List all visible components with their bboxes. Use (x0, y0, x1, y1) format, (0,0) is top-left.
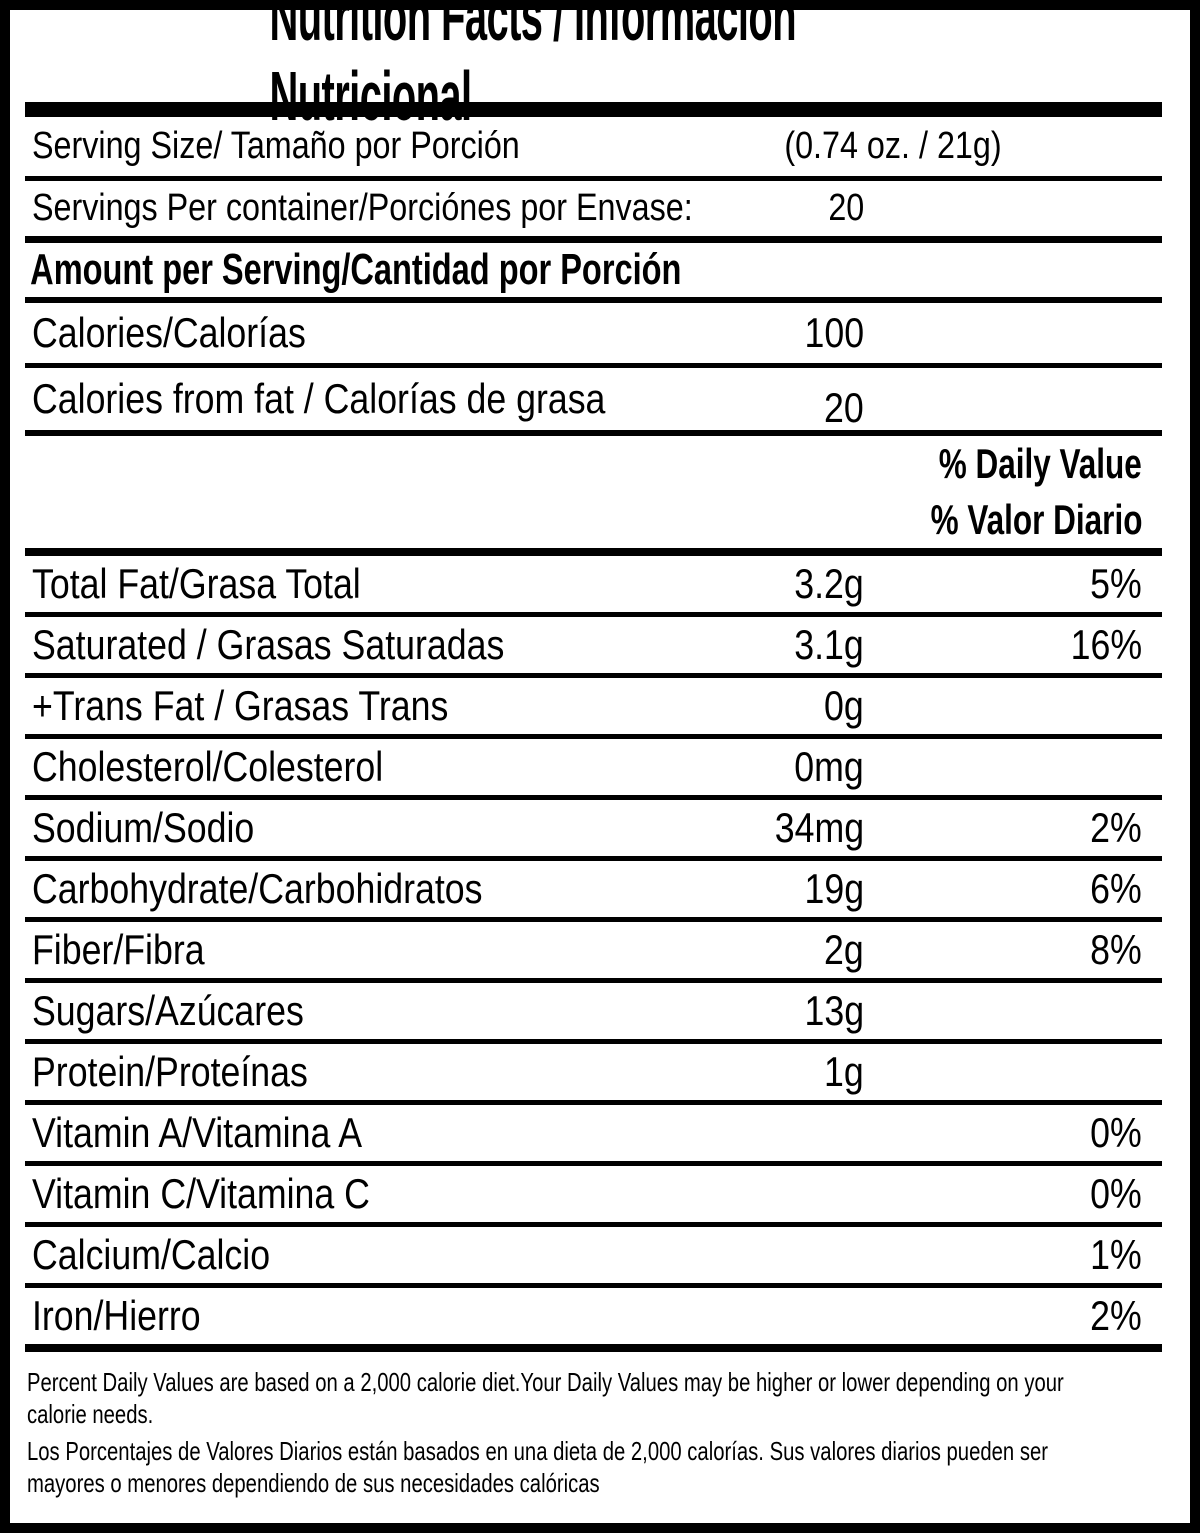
row-iron: Iron/Hierro 2% (25, 1288, 1162, 1344)
row-trans-fat: +Trans Fat / Grasas Trans 0g (25, 678, 1162, 734)
vitamin-c-dv: 0% (1090, 1170, 1142, 1217)
carbohydrate-amount: 19g (804, 865, 864, 912)
serving-size-label: Serving Size/ Tamaño por Porción (32, 125, 520, 167)
divider (25, 1283, 1162, 1288)
daily-value-header-en: % Daily Value (938, 440, 1142, 487)
row-fiber: Fiber/Fibra 2g 8% (25, 922, 1162, 978)
row-serving-size: Serving Size/ Tamaño por Porción (0.74 o… (25, 117, 1162, 176)
servings-per-container-value: 20 (828, 187, 864, 229)
divider (25, 1039, 1162, 1044)
total-fat-amount: 3.2g (794, 560, 864, 607)
footnote-es-line-2: mayores o menores dependiendo de sus nec… (27, 1468, 600, 1498)
header-bar-divider (25, 102, 1162, 117)
row-sodium: Sodium/Sodio 34mg 2% (25, 800, 1162, 856)
row-sugars: Sugars/Azúcares 13g (25, 983, 1162, 1039)
divider (25, 1161, 1162, 1166)
sodium-amount: 34mg (774, 804, 864, 851)
fiber-dv: 8% (1090, 926, 1142, 973)
daily-value-header-es: % Valor Diario (930, 496, 1142, 543)
row-protein: Protein/Proteínas 1g (25, 1044, 1162, 1100)
vitamin-a-dv: 0% (1090, 1109, 1142, 1156)
divider (25, 363, 1162, 368)
footnote-en-line-1: Percent Daily Values are based on a 2,00… (27, 1367, 1064, 1397)
divider (25, 430, 1162, 436)
label-header: Nutrition Facts / Información Nutriciona… (25, 10, 1162, 135)
row-carbohydrate: Carbohydrate/Carbohidratos 19g 6% (25, 861, 1162, 917)
protein-label: Protein/Proteínas (32, 1048, 308, 1095)
row-total-fat: Total Fat/Grasa Total 3.2g 5% (25, 556, 1162, 612)
divider (25, 978, 1162, 983)
divider (25, 1344, 1162, 1352)
sodium-label: Sodium/Sodio (32, 804, 255, 851)
amount-per-serving-heading: Amount per Serving/Cantidad por Porción (30, 245, 682, 294)
total-fat-label: Total Fat/Grasa Total (32, 560, 361, 607)
divider (25, 548, 1162, 556)
iron-label: Iron/Hierro (32, 1292, 201, 1339)
row-vitamin-a: Vitamin A/Vitamina A 0% (25, 1105, 1162, 1161)
saturated-fat-label: Saturated / Grasas Saturadas (32, 621, 505, 668)
row-vitamin-c: Vitamin C/Vitamina C 0% (25, 1166, 1162, 1222)
divider (25, 176, 1162, 181)
footnote-es-line-1: Los Porcentajes de Valores Diarios están… (27, 1436, 1049, 1466)
divider (25, 297, 1162, 303)
divider (25, 1222, 1162, 1227)
protein-amount: 1g (824, 1048, 864, 1095)
footnote-en-line-2: calorie needs. (27, 1399, 154, 1429)
row-calories: Calories/Calorías 100 (25, 303, 1162, 363)
serving-size-value: (0.74 oz. / 21g) (784, 125, 1002, 167)
vitamin-c-label: Vitamin C/Vitamina C (32, 1170, 370, 1217)
trans-fat-label: +Trans Fat / Grasas Trans (32, 682, 449, 729)
iron-dv: 2% (1090, 1292, 1142, 1339)
footnote: Percent Daily Values are based on a 2,00… (25, 1352, 1162, 1499)
divider (25, 1100, 1162, 1105)
divider (25, 612, 1162, 617)
divider (25, 734, 1162, 739)
label-title: Nutrition Facts / Información Nutriciona… (269, 0, 797, 135)
divider (25, 673, 1162, 678)
calcium-dv: 1% (1090, 1231, 1142, 1278)
divider (25, 856, 1162, 861)
vitamin-a-label: Vitamin A/Vitamina A (32, 1109, 363, 1156)
calories-label: Calories/Calorías (32, 309, 306, 356)
divider (25, 917, 1162, 922)
calories-from-fat-label: Calories from fat / Calorías de grasa (32, 375, 606, 422)
row-cholesterol: Cholesterol/Colesterol 0mg (25, 739, 1162, 795)
row-servings-per-container: Servings Per container/Porciónes por Env… (25, 181, 1162, 236)
saturated-fat-amount: 3.1g (794, 621, 864, 668)
carbohydrate-label: Carbohydrate/Carbohidratos (32, 865, 483, 912)
calories-from-fat-value: 20 (824, 384, 864, 431)
calories-value: 100 (804, 309, 864, 356)
sodium-dv: 2% (1090, 804, 1142, 851)
carbohydrate-dv: 6% (1090, 865, 1142, 912)
divider (25, 795, 1162, 800)
fiber-amount: 2g (824, 926, 864, 973)
fiber-label: Fiber/Fibra (32, 926, 205, 973)
divider (25, 236, 1162, 243)
sugars-label: Sugars/Azúcares (32, 987, 304, 1034)
trans-fat-amount: 0g (824, 682, 864, 729)
row-saturated-fat: Saturated / Grasas Saturadas 3.1g 16% (25, 617, 1162, 673)
total-fat-dv: 5% (1090, 560, 1142, 607)
sugars-amount: 13g (804, 987, 864, 1034)
row-calcium: Calcium/Calcio 1% (25, 1227, 1162, 1283)
amount-per-serving-heading-row: Amount per Serving/Cantidad por Porción (25, 243, 1162, 297)
cholesterol-label: Cholesterol/Colesterol (32, 743, 384, 790)
daily-value-header-block: % Daily Value % Valor Diario (25, 436, 1162, 548)
saturated-fat-dv: 16% (1070, 621, 1142, 668)
row-calories-from-fat: Calories from fat / Calorías de grasa 20 (25, 368, 1162, 431)
cholesterol-amount: 0mg (794, 743, 864, 790)
calcium-label: Calcium/Calcio (32, 1231, 271, 1278)
servings-per-container-label: Servings Per container/Porciónes por Env… (32, 187, 693, 229)
